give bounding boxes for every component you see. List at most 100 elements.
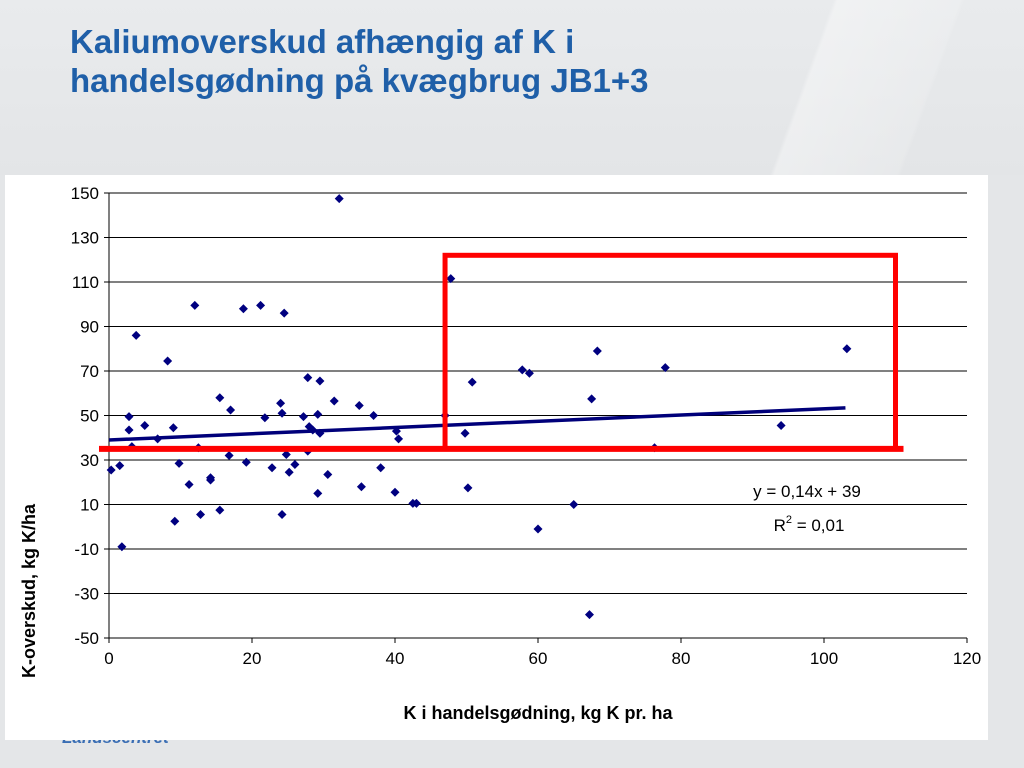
slide-title-line-1: Kaliumoverskud afhængig af K i: [70, 23, 575, 60]
r-squared-value: = 0,01: [792, 516, 844, 535]
scatter-chart: 150 130 110 90 70 50 30 10 -10 -30 -50 0 20 40 60 80 10…: [19, 184, 981, 723]
y-tick-label: -10: [74, 540, 99, 559]
data-point-marker: [215, 393, 225, 403]
x-tick-labels: 0 20 40 60 80 100 120: [104, 649, 981, 668]
data-point-marker: [524, 368, 534, 378]
x-tick-label: 120: [953, 649, 981, 668]
data-point-marker: [323, 469, 333, 479]
r-squared-symbol: R: [774, 516, 786, 535]
y-tick-label: 130: [71, 229, 99, 248]
data-point-marker: [460, 428, 470, 438]
slide-background-decoration: [664, 0, 1024, 175]
data-point-marker: [256, 300, 266, 310]
data-point-marker: [215, 505, 225, 515]
data-point-marker: [463, 483, 473, 493]
data-point-marker: [190, 300, 200, 310]
data-point-marker: [267, 463, 277, 473]
data-point-marker: [390, 487, 400, 497]
data-point-marker: [115, 461, 125, 471]
data-point-marker: [354, 400, 364, 410]
x-axis-title: K i handelsgødning, kg K pr. ha: [403, 703, 673, 723]
slide-background: [0, 0, 1024, 175]
data-point-marker: [281, 449, 291, 459]
data-point-marker: [174, 458, 184, 468]
data-point-marker: [411, 498, 421, 508]
y-tick-label: 110: [72, 273, 99, 292]
data-point-marker: [241, 457, 251, 467]
data-point-marker: [226, 405, 236, 415]
data-point-marker: [117, 542, 127, 552]
data-point-marker: [776, 421, 786, 431]
data-point-marker: [660, 363, 670, 373]
data-point-marker: [569, 500, 579, 509]
y-tick-label: -30: [74, 585, 99, 604]
data-point-marker: [163, 356, 173, 366]
data-point-marker: [517, 365, 527, 375]
data-point-marker: [315, 428, 325, 438]
trendline-equation: y = 0,14x + 39: [753, 482, 861, 501]
data-point-marker: [313, 488, 323, 498]
y-tick-labels: 150 130 110 90 70 50 30 10 -10 -30 -50: [71, 184, 99, 648]
data-point-marker: [284, 467, 294, 477]
highlight-box: [442, 252, 898, 452]
data-point-marker: [467, 377, 477, 387]
data-point-marker: [369, 411, 379, 420]
data-point-marker: [587, 394, 597, 404]
data-point-marker: [260, 413, 270, 423]
data-point-marker: [394, 434, 404, 444]
axes: [104, 192, 968, 643]
trendline: [108, 406, 846, 442]
x-tick-label: 60: [529, 649, 548, 668]
data-point-marker: [131, 330, 141, 340]
x-tick-label: 0: [104, 649, 113, 668]
data-point-marker: [277, 408, 287, 418]
grid-lines: [109, 192, 967, 594]
r-squared-exponent: 2: [786, 514, 792, 526]
x-tick-label: 100: [810, 649, 838, 668]
y-axis-title: K-overskud, kg K/ha: [19, 503, 39, 678]
data-point-marker: [298, 412, 308, 422]
y-tick-label: 90: [80, 318, 99, 337]
r-squared-label: R2 = 0,01: [774, 514, 845, 535]
highlight-annotation: [99, 252, 904, 452]
x-tick-label: 20: [243, 649, 262, 668]
data-point-marker: [238, 304, 248, 314]
data-point-marker: [329, 396, 339, 406]
data-point-marker: [279, 308, 289, 318]
y-tick-label: 50: [80, 407, 99, 426]
data-point-marker: [106, 465, 116, 475]
data-point-marker: [584, 610, 594, 620]
data-point-marker: [276, 398, 286, 408]
data-point-marker: [313, 409, 323, 419]
data-point-marker: [446, 274, 456, 284]
y-tick-label: 30: [80, 451, 99, 470]
y-tick-label: 150: [71, 184, 99, 203]
data-point-marker: [334, 194, 344, 204]
data-point-marker: [290, 459, 300, 469]
data-point-marker: [170, 516, 180, 526]
data-points: [106, 194, 852, 620]
data-point-marker: [196, 510, 206, 520]
data-point-marker: [184, 479, 194, 489]
data-point-marker: [124, 425, 134, 435]
data-point-marker: [592, 346, 602, 356]
x-tick-label: 80: [672, 649, 691, 668]
data-point-marker: [168, 423, 178, 433]
x-tick-label: 40: [386, 649, 405, 668]
data-point-marker: [277, 510, 287, 520]
slide-title: Kaliumoverskud afhængig af K i handelsgø…: [70, 22, 970, 100]
data-point-marker: [303, 373, 313, 383]
data-point-marker: [224, 451, 234, 461]
data-point-marker: [124, 412, 134, 422]
y-tick-label: 70: [80, 362, 99, 381]
data-point-marker: [842, 344, 852, 354]
data-point-marker: [140, 421, 150, 431]
trendline-group: [108, 406, 846, 442]
data-point-marker: [315, 376, 325, 386]
y-tick-label: 10: [80, 496, 99, 515]
data-point-marker: [206, 475, 216, 485]
data-point-marker: [356, 482, 366, 492]
y-tick-label: -50: [74, 629, 99, 648]
data-point-marker: [533, 524, 543, 534]
chart-panel: 150 130 110 90 70 50 30 10 -10 -30 -50 0 20 40 60 80 10…: [5, 175, 988, 740]
